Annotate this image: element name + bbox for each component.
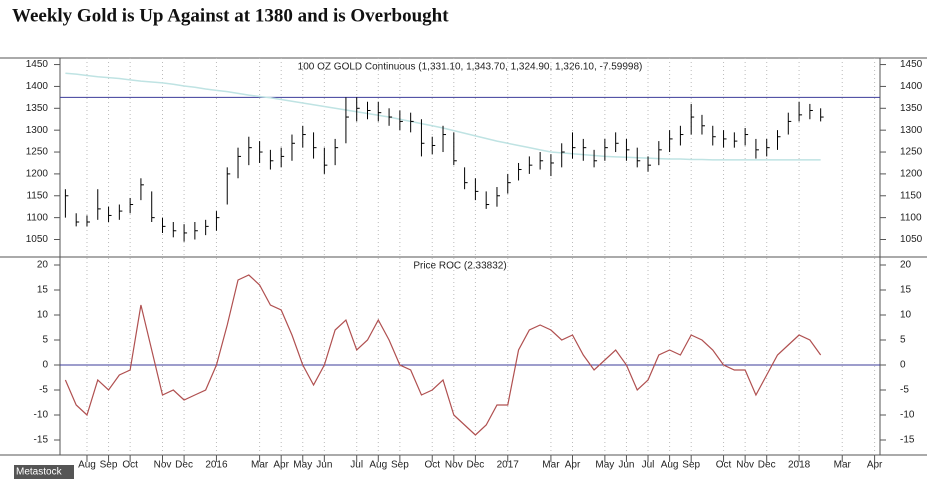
x-tick-label: Jul	[350, 460, 363, 471]
x-tick-label: Nov	[736, 460, 754, 471]
y-tick-label: 5	[42, 335, 48, 346]
x-tick-label: Aug	[661, 460, 679, 471]
x-tick-label: May	[293, 460, 312, 471]
x-tick-label: Mar	[542, 460, 560, 471]
x-tick-label: 2016	[205, 460, 228, 471]
y-tick-label: 1100	[26, 212, 48, 223]
y-tick-label-right: 1300	[900, 125, 923, 136]
y-tick-label-right: 1150	[900, 190, 922, 201]
x-tick-label: Nov	[154, 460, 172, 471]
y-tick-label-right: 1250	[900, 147, 923, 158]
y-tick-label-right: 1400	[900, 81, 923, 92]
y-tick-label-right: 10	[900, 310, 912, 321]
x-tick-label: Sep	[100, 460, 118, 471]
roc-line	[64, 274, 822, 436]
y-tick-label: 1300	[26, 125, 49, 136]
y-tick-label: 1150	[26, 190, 48, 201]
x-tick-label: Jun	[316, 460, 332, 471]
x-tick-label: Dec	[175, 460, 193, 471]
y-tick-label-right: 1450	[900, 59, 923, 70]
x-tick-label: Nov	[445, 460, 463, 471]
y-tick-label-right: -5	[900, 385, 909, 396]
y-tick-label: 0	[42, 360, 48, 371]
watermark-badge	[14, 465, 74, 479]
x-tick-label: Oct	[122, 460, 138, 471]
y-tick-label-right: -15	[900, 435, 915, 446]
y-tick-label: 1200	[26, 169, 49, 180]
x-tick-label: Dec	[758, 460, 776, 471]
x-tick-label: Sep	[682, 460, 700, 471]
x-tick-label: Jul	[642, 460, 655, 471]
y-tick-label-right: 20	[900, 260, 912, 271]
x-tick-label: Sep	[391, 460, 409, 471]
roc-annotation: Price ROC (2.33832)	[413, 261, 506, 272]
x-tick-label: May	[595, 460, 614, 471]
y-tick-label-right: 1050	[900, 234, 923, 245]
x-tick-label: Dec	[466, 460, 484, 471]
price-annotation: 100 OZ GOLD Continuous (1,331.10, 1,343.…	[298, 62, 643, 73]
x-tick-label: 2018	[788, 460, 811, 471]
y-tick-label: 15	[37, 285, 49, 296]
y-tick-label: -10	[34, 410, 49, 421]
y-tick-label: 1250	[26, 147, 49, 158]
y-tick-label-right: 1100	[900, 212, 922, 223]
y-tick-label: 10	[37, 310, 49, 321]
x-tick-label: Mar	[251, 460, 269, 471]
x-tick-label: Apr	[565, 460, 581, 471]
x-tick-label: Oct	[716, 460, 732, 471]
y-tick-label: -5	[39, 385, 48, 396]
x-tick-label: Apr	[867, 460, 883, 471]
x-tick-label: Oct	[424, 460, 440, 471]
y-tick-label: 1450	[26, 59, 49, 70]
y-tick-label-right: 0	[900, 360, 906, 371]
y-tick-label: 1400	[26, 81, 49, 92]
x-tick-label: Aug	[369, 460, 387, 471]
y-tick-label-right: 1200	[900, 169, 923, 180]
y-tick-label: 1350	[26, 103, 49, 114]
y-tick-label-right: 15	[900, 285, 912, 296]
y-tick-label-right: 1350	[900, 103, 923, 114]
watermark: Metastock	[16, 467, 63, 478]
y-tick-label: -15	[34, 435, 49, 446]
x-tick-label: Jun	[618, 460, 634, 471]
y-tick-label: 20	[37, 260, 49, 271]
y-tick-label-right: 5	[900, 335, 906, 346]
chart-title: Weekly Gold is Up Against at 1380 and is…	[12, 5, 449, 26]
y-tick-label: 1050	[26, 234, 49, 245]
x-tick-label: Mar	[834, 460, 852, 471]
x-tick-label: Aug	[78, 460, 96, 471]
x-tick-label: 2017	[497, 460, 520, 471]
y-tick-label-right: -10	[900, 410, 915, 421]
x-tick-label: Apr	[273, 460, 289, 471]
